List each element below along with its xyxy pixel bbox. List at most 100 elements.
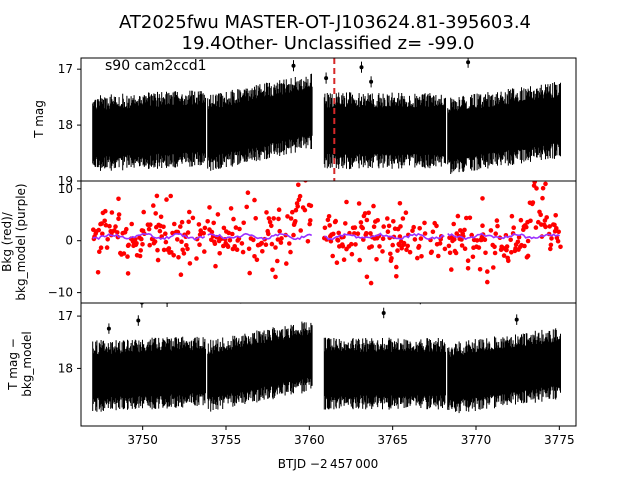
- y-axis-label-line: bkg_model (purple): [14, 183, 28, 300]
- bkg-point: [369, 244, 375, 249]
- bkg-point: [179, 219, 185, 225]
- bkg-point: [176, 254, 181, 260]
- bkg-point: [253, 216, 258, 221]
- bkg-point: [211, 220, 216, 226]
- bkg-point: [553, 213, 558, 218]
- bkg-point: [103, 222, 109, 228]
- bkg-point: [98, 245, 104, 250]
- bkg-point: [385, 216, 390, 221]
- bkg-point: [355, 231, 361, 236]
- bkg-point: [446, 243, 452, 249]
- bkg-point: [254, 257, 260, 263]
- panel-bottom-points: [92, 303, 561, 414]
- bkg-point: [495, 223, 500, 229]
- bkg-point: [180, 247, 185, 253]
- x-axis: 3750 3755 3760 3765 3770 3775: [127, 426, 575, 447]
- bkg-point: [368, 231, 373, 236]
- bkg-point: [366, 210, 372, 216]
- bkg-point: [226, 230, 231, 236]
- bkg-point: [186, 219, 191, 225]
- bkg-point: [380, 249, 385, 254]
- bkg-point: [297, 193, 303, 199]
- y-tick-label: 17: [58, 62, 73, 76]
- bkg-point: [555, 238, 561, 244]
- mag-outlier-point: [369, 79, 374, 84]
- bkg-point: [405, 243, 411, 249]
- y-axis-label-line: T mag: [32, 100, 46, 139]
- bkg-point: [194, 256, 199, 261]
- bkg-point: [397, 201, 403, 206]
- bkg-point: [154, 193, 160, 199]
- bkg-point: [371, 203, 376, 209]
- bkg-point: [202, 249, 207, 254]
- bkg-point: [231, 216, 236, 222]
- panel-bottom-ylabel: T mag −bkg_model: [6, 331, 34, 397]
- bkg-point: [395, 248, 400, 253]
- bkg-point: [356, 201, 362, 206]
- bkg-point: [394, 264, 399, 270]
- bkg-point: [137, 253, 143, 259]
- bkg-point: [417, 226, 423, 231]
- bkg-point: [217, 251, 222, 256]
- chart-title-line1: AT2025fwu MASTER-OT-J103624.81-395603.4: [119, 12, 531, 33]
- bkg-point: [388, 251, 393, 257]
- bkg-point: [525, 253, 531, 259]
- bkg-point: [474, 238, 480, 243]
- bkg-point: [275, 258, 280, 264]
- bkg-point: [228, 206, 234, 211]
- bkg-point: [109, 210, 115, 215]
- bkg-point: [530, 200, 536, 205]
- bkg-point: [480, 223, 485, 228]
- bkg-point: [266, 231, 271, 237]
- bkg-point: [175, 237, 180, 242]
- bkg-point: [260, 249, 265, 254]
- bkg-point: [453, 250, 459, 256]
- bkg-point: [516, 235, 522, 240]
- bkg-point: [469, 232, 475, 238]
- bkg-point: [103, 208, 108, 214]
- bkg-point: [380, 236, 386, 242]
- bkg-point: [515, 239, 521, 245]
- bkg-point: [462, 227, 467, 233]
- bkg-point: [422, 220, 427, 226]
- bkg-point: [285, 214, 290, 219]
- bkg-point: [404, 247, 409, 253]
- bkg-point: [547, 224, 552, 229]
- bkg-point: [374, 257, 379, 262]
- bkg-point: [178, 224, 183, 229]
- bkg-point: [230, 231, 235, 237]
- bkg-point: [371, 224, 377, 229]
- bkg-point: [198, 228, 203, 233]
- bkg-point: [465, 258, 471, 264]
- bkg-point: [181, 251, 187, 256]
- mag-outlier-point: [381, 311, 386, 315]
- bkg-point: [533, 225, 539, 230]
- bkg-model-line: [207, 232, 313, 241]
- bkg-point: [422, 231, 428, 236]
- bkg-point: [152, 239, 158, 244]
- bkg-point: [403, 210, 409, 215]
- bkg-point: [399, 245, 405, 251]
- bkg-point: [115, 230, 120, 235]
- bkg-point: [245, 190, 251, 195]
- bkg-point: [493, 231, 499, 236]
- bkg-point: [161, 224, 166, 230]
- sector-annotation: s90 cam2ccd1: [105, 58, 207, 74]
- bkg-point: [477, 267, 483, 272]
- bkg-point: [465, 266, 471, 271]
- bkg-point: [298, 228, 304, 233]
- bkg-point: [452, 237, 457, 242]
- bkg-point: [534, 186, 539, 191]
- bkg-point: [544, 215, 549, 220]
- bkg-point: [375, 218, 381, 223]
- bkg-point: [184, 243, 189, 248]
- bkg-point: [105, 237, 110, 242]
- bkg-point: [104, 245, 110, 250]
- bkg-point: [558, 244, 563, 250]
- bkg-point: [287, 241, 292, 246]
- bkg-point: [447, 250, 453, 256]
- bkg-point: [364, 231, 369, 236]
- bkg-point: [116, 212, 122, 217]
- mag-outlier-point: [359, 65, 364, 70]
- bkg-point: [344, 199, 349, 205]
